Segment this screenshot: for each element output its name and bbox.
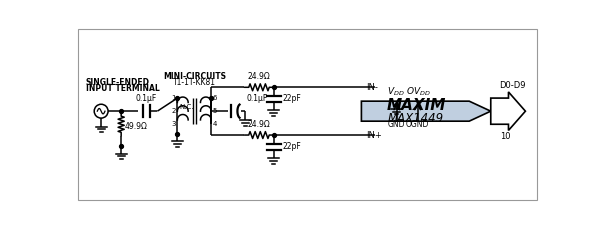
Text: N.C.: N.C. xyxy=(179,104,194,110)
Text: MINI-CIRCUITS: MINI-CIRCUITS xyxy=(163,72,226,81)
Text: SINGLE-ENDED: SINGLE-ENDED xyxy=(86,78,150,86)
Text: GND: GND xyxy=(388,120,406,129)
Text: 0.1μF: 0.1μF xyxy=(136,94,157,103)
Text: 49.9Ω: 49.9Ω xyxy=(125,122,148,131)
Text: IN-: IN- xyxy=(366,83,378,92)
Text: INPUT TERMINAL: INPUT TERMINAL xyxy=(86,84,160,93)
Text: 22pF: 22pF xyxy=(282,94,301,103)
Text: IN+: IN+ xyxy=(366,131,382,140)
Polygon shape xyxy=(361,101,491,121)
Text: 5: 5 xyxy=(213,108,217,114)
Text: D0-D9: D0-D9 xyxy=(499,81,526,90)
Text: T1-1T-KK81: T1-1T-KK81 xyxy=(173,78,216,87)
Text: $V_{DD}$: $V_{DD}$ xyxy=(387,86,405,98)
Text: 0.1μF: 0.1μF xyxy=(247,94,268,104)
Text: OGND: OGND xyxy=(406,120,429,129)
Text: 2: 2 xyxy=(172,108,176,114)
Text: 22pF: 22pF xyxy=(282,142,301,151)
Text: 24.9Ω: 24.9Ω xyxy=(248,120,271,129)
Text: 10: 10 xyxy=(500,132,511,141)
Polygon shape xyxy=(491,92,526,131)
Text: 4: 4 xyxy=(213,121,217,127)
Text: 1: 1 xyxy=(172,95,176,101)
Text: 24.9Ω: 24.9Ω xyxy=(248,72,271,81)
Text: $OV_{DD}$: $OV_{DD}$ xyxy=(406,86,431,98)
Text: MAXIM: MAXIM xyxy=(386,98,446,113)
Text: MAX1449: MAX1449 xyxy=(388,112,444,125)
Text: 6: 6 xyxy=(213,95,217,101)
Text: 3: 3 xyxy=(172,121,176,127)
